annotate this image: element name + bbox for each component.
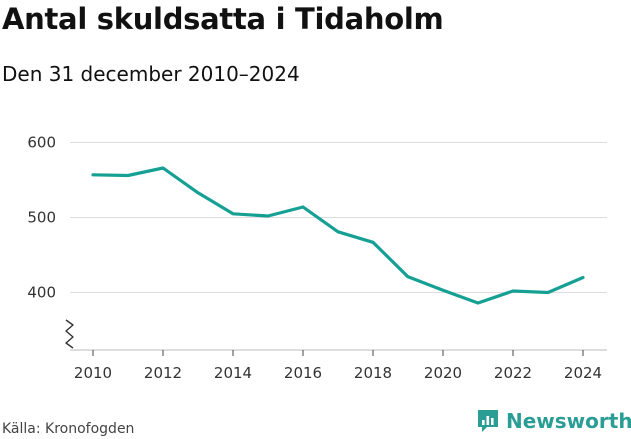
y-axis-ticks: 400 500 600 [27,134,56,302]
x-tick-label-2014: 2014 [214,364,252,382]
x-tick-label-2024: 2024 [564,364,602,382]
y-tick-label-400: 400 [27,284,56,302]
x-tick-label-2018: 2018 [354,364,392,382]
series-line-0 [91,166,585,305]
series-group [91,166,585,305]
brand-name: Newsworthy [506,409,631,433]
y-tick-label-600: 600 [27,134,56,152]
x-tick-label-2022: 2022 [494,364,532,382]
newsworthy-logo-icon [478,410,498,432]
x-tick-label-2012: 2012 [144,364,182,382]
source-note: Källa: Kronofogden [2,421,135,437]
y-tick-label-500: 500 [27,209,56,227]
axis-break-zigzag [65,319,74,349]
gridlines [70,142,607,293]
chart-subtitle: Den 31 december 2010–2024 [2,62,300,86]
brand-logo: Newsworthy [476,408,631,434]
chart-title: Antal skuldsatta i Tidaholm [2,2,444,36]
x-tick-label-2016: 2016 [284,364,322,382]
x-tick-label-2010: 2010 [74,364,112,382]
axis-break-icon [65,319,74,349]
x-tick-label-2020: 2020 [424,364,462,382]
x-axis: 2010 2012 2014 2016 2018 2020 2022 2024 [70,349,607,382]
